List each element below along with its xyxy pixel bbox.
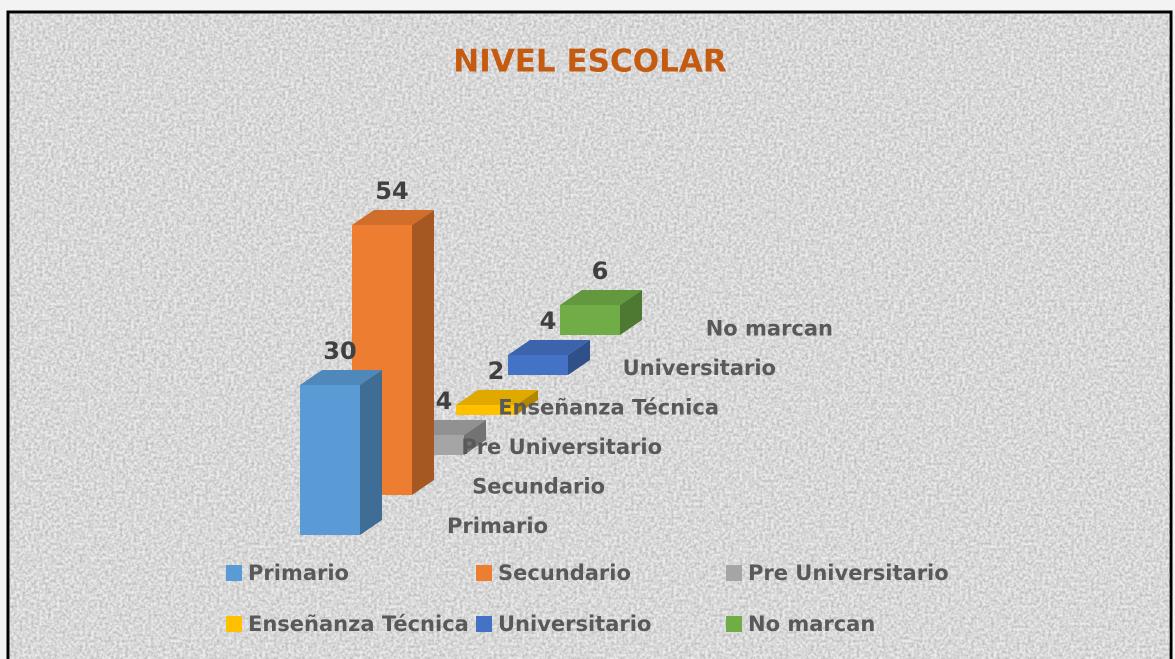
legend-swatch (476, 616, 492, 632)
data-label: 30 (323, 337, 356, 365)
bar-side (360, 370, 382, 535)
bar-side (568, 340, 590, 375)
bar-top (560, 290, 642, 305)
depth-axis-label: Pre Universitario (461, 435, 662, 459)
data-label: 4 (436, 387, 453, 415)
depth-axis-label: No marcan (706, 317, 833, 341)
data-label: 2 (488, 357, 505, 385)
bar-side (412, 210, 434, 495)
bar-top (508, 340, 590, 355)
bar-top (300, 370, 382, 385)
depth-axis-label: Enseñanza Técnica (498, 396, 719, 420)
bar-side (464, 420, 486, 455)
legend-label: Secundario (498, 561, 631, 585)
depth-axis-label: Primario (447, 514, 548, 538)
bar-side (516, 390, 538, 415)
bar-top (352, 210, 434, 225)
legend-label: Universitario (498, 612, 651, 636)
legend-label: Pre Universitario (748, 561, 949, 585)
chart-title: NIVEL ESCOLAR (453, 44, 727, 80)
data-label: 54 (375, 177, 408, 205)
depth-axis-label: Secundario (472, 475, 605, 499)
legend-swatch (476, 565, 492, 581)
legend-label: Primario (248, 561, 349, 585)
bar (508, 355, 568, 375)
bar (456, 405, 516, 415)
legend-swatch (726, 616, 742, 632)
legend-swatch (726, 565, 742, 581)
legend-swatch (226, 616, 242, 632)
legend-label: No marcan (748, 612, 875, 636)
data-label: 4 (540, 307, 557, 335)
legend-swatch (226, 565, 242, 581)
texture (10, 14, 1170, 659)
bar (560, 305, 620, 335)
depth-axis-label: Universitario (623, 356, 776, 380)
bar (300, 385, 360, 535)
legend-label: Enseñanza Técnica (248, 612, 469, 636)
data-label: 6 (592, 257, 609, 285)
bar-top (456, 390, 538, 405)
